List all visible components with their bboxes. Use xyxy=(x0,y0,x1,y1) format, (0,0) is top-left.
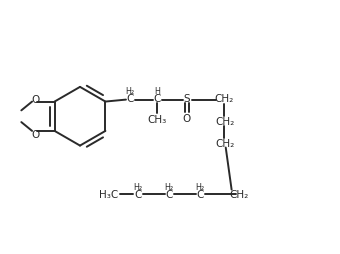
Text: H₂: H₂ xyxy=(165,182,173,192)
Text: CH₂: CH₂ xyxy=(230,190,249,200)
Text: CH₂: CH₂ xyxy=(215,117,234,127)
Text: O: O xyxy=(31,129,39,139)
Text: C: C xyxy=(134,190,141,200)
Text: O: O xyxy=(31,94,39,104)
Text: CH₂: CH₂ xyxy=(215,138,234,148)
Text: H: H xyxy=(154,87,160,96)
Text: CH₃: CH₃ xyxy=(148,115,167,125)
Text: H₂: H₂ xyxy=(133,182,142,192)
Text: H₃C: H₃C xyxy=(99,190,118,200)
Text: H₂: H₂ xyxy=(196,182,205,192)
Text: H₂: H₂ xyxy=(125,87,134,96)
Text: C: C xyxy=(126,93,134,103)
Text: S: S xyxy=(183,93,190,103)
Text: C: C xyxy=(197,190,204,200)
Text: C: C xyxy=(154,93,161,103)
Text: CH₂: CH₂ xyxy=(214,93,233,103)
Text: O: O xyxy=(183,114,191,124)
Text: C: C xyxy=(165,190,173,200)
